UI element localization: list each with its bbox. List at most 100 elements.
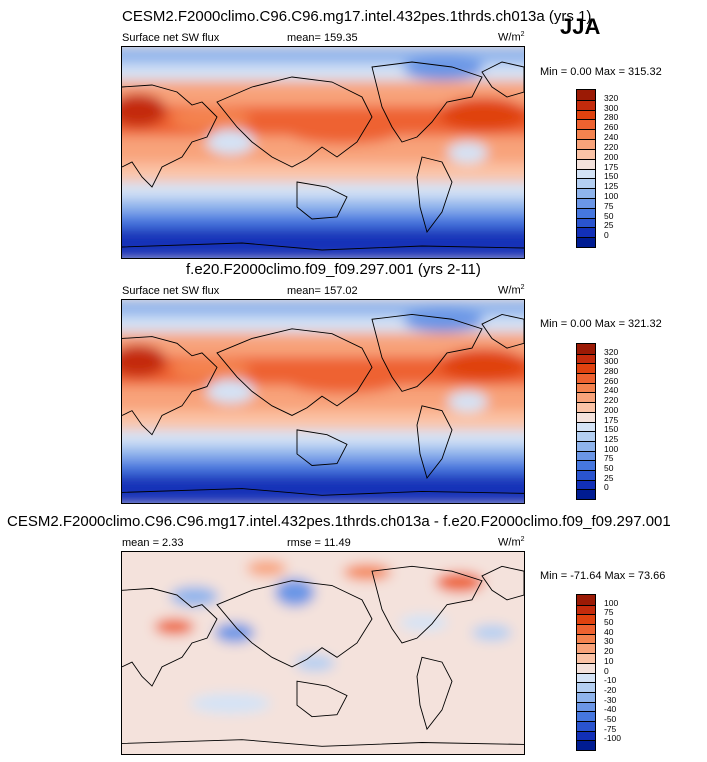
colorbar-swatch (577, 392, 595, 403)
field-blob (170, 586, 219, 607)
panel-3-minmax: Min = -71.64 Max = 73.66 (540, 570, 666, 582)
field-band (122, 460, 524, 477)
panel-2-title: f.e20.F2000climo.f09_f09.297.001 (yrs 2-… (186, 261, 481, 278)
colorbar-swatch (577, 662, 595, 673)
colorbar-swatch (577, 460, 595, 470)
colorbar-swatch (577, 129, 595, 140)
coastline (372, 314, 482, 391)
colorbar-tick-label: 220 (604, 395, 619, 406)
colorbar-swatch (577, 440, 595, 451)
coastline (122, 85, 217, 187)
panel-2-mean-label: mean= 157.02 (287, 285, 358, 297)
colorbar-tick-label: 260 (604, 122, 619, 133)
panel-1-left-label: Surface net SW flux (122, 32, 220, 44)
colorbar-tick-label: -100 (604, 733, 622, 744)
colorbar-swatch (577, 363, 595, 374)
field-blob (286, 369, 400, 394)
colorbar-swatch (577, 450, 595, 461)
colorbar-swatch (577, 158, 595, 169)
colorbar-swatch (577, 168, 595, 179)
colorbar-tick-label: 300 (604, 356, 619, 367)
colorbar-swatch (577, 479, 595, 490)
colorbar-swatch (577, 624, 595, 634)
field-band (122, 182, 524, 201)
colorbar-tick-label: 280 (604, 112, 619, 123)
field-blob (206, 379, 255, 404)
colorbar-tick-label: 150 (604, 171, 619, 182)
coastline (372, 62, 482, 142)
field-band (122, 198, 524, 216)
colorbar-swatch (577, 489, 595, 499)
colorbar-tick-label: -20 (604, 684, 617, 695)
colorbar-swatch (577, 90, 595, 100)
colorbar-tick-label: 10 (604, 655, 614, 666)
panel-3-title: CESM2.F2000climo.C96.C96.mg17.intel.432p… (7, 513, 671, 530)
colorbar-tick-label: 125 (604, 181, 619, 192)
colorbar-swatch (577, 373, 595, 383)
colorbar-tick-label: 50 (604, 210, 614, 221)
panel-2-map (121, 299, 525, 504)
colorbar-swatch (577, 614, 595, 625)
colorbar-swatch (577, 99, 595, 110)
colorbar-tick-label: 320 (604, 346, 619, 357)
field-band (122, 429, 524, 449)
field-blob (170, 108, 251, 130)
colorbar-swatch (577, 691, 595, 702)
colorbar-swatch (577, 217, 595, 228)
colorbar-swatch (577, 701, 595, 712)
field-band (122, 411, 524, 432)
panel-3-mean-label: mean = 2.33 (122, 537, 184, 549)
colorbar-tick-label: 240 (604, 385, 619, 396)
colorbar-tick-label: 50 (604, 462, 614, 473)
field-blob (471, 624, 512, 641)
field-blob (122, 93, 167, 128)
panel-2-units: W/m2 (498, 284, 525, 297)
colorbar-swatch (577, 178, 595, 189)
field-blob (343, 564, 392, 581)
field-blob (439, 97, 524, 132)
field-blob (154, 618, 195, 635)
colorbar-swatch (577, 604, 595, 615)
coastline (297, 182, 347, 219)
field-band (122, 474, 524, 503)
colorbar-tick-label: 75 (604, 200, 614, 211)
field-blob (286, 118, 400, 145)
colorbar-tick-label: 200 (604, 404, 619, 415)
map-field (122, 47, 524, 258)
colorbar-tick-label: 0 (604, 665, 609, 676)
field-blob (246, 560, 287, 577)
panel-3-rmse-label: rmse = 11.49 (287, 537, 351, 549)
colorbar-tick-label: 300 (604, 102, 619, 113)
colorbar-tick-label: -30 (604, 694, 617, 705)
field-band (122, 213, 524, 231)
coastline (297, 681, 347, 716)
panel-1-minmax: Min = 0.00 Max = 315.32 (540, 66, 662, 78)
field-blob (399, 614, 448, 631)
field-band (122, 163, 524, 185)
colorbar-swatch (577, 431, 595, 441)
panel-1-map (121, 46, 525, 259)
panel-2-minmax: Min = 0.00 Max = 321.32 (540, 318, 662, 330)
colorbar-swatch (577, 672, 595, 683)
field-blob (435, 572, 484, 593)
field-blob (206, 129, 255, 155)
field-blob (122, 344, 167, 378)
colorbar-swatch (577, 643, 595, 654)
colorbar-swatch (577, 653, 595, 663)
colorbar-tick-label: 50 (604, 617, 614, 628)
panel-3-colorbar (576, 594, 596, 751)
colorbar-tick-label: 200 (604, 151, 619, 162)
colorbar-tick-label: 75 (604, 453, 614, 464)
colorbar-swatch (577, 353, 595, 364)
field-blob (214, 622, 255, 643)
colorbar-swatch (577, 402, 595, 412)
colorbar-swatch (577, 344, 595, 354)
panel-1-title: CESM2.F2000climo.C96.C96.mg17.intel.432p… (122, 8, 592, 25)
field-blob (403, 308, 484, 333)
coastline (122, 489, 524, 496)
colorbar-swatch (577, 188, 595, 198)
colorbar-tick-label: 75 (604, 607, 614, 618)
coastline (417, 406, 452, 478)
colorbar-tick-label: 100 (604, 190, 619, 201)
colorbar-tick-label: 30 (604, 636, 614, 647)
